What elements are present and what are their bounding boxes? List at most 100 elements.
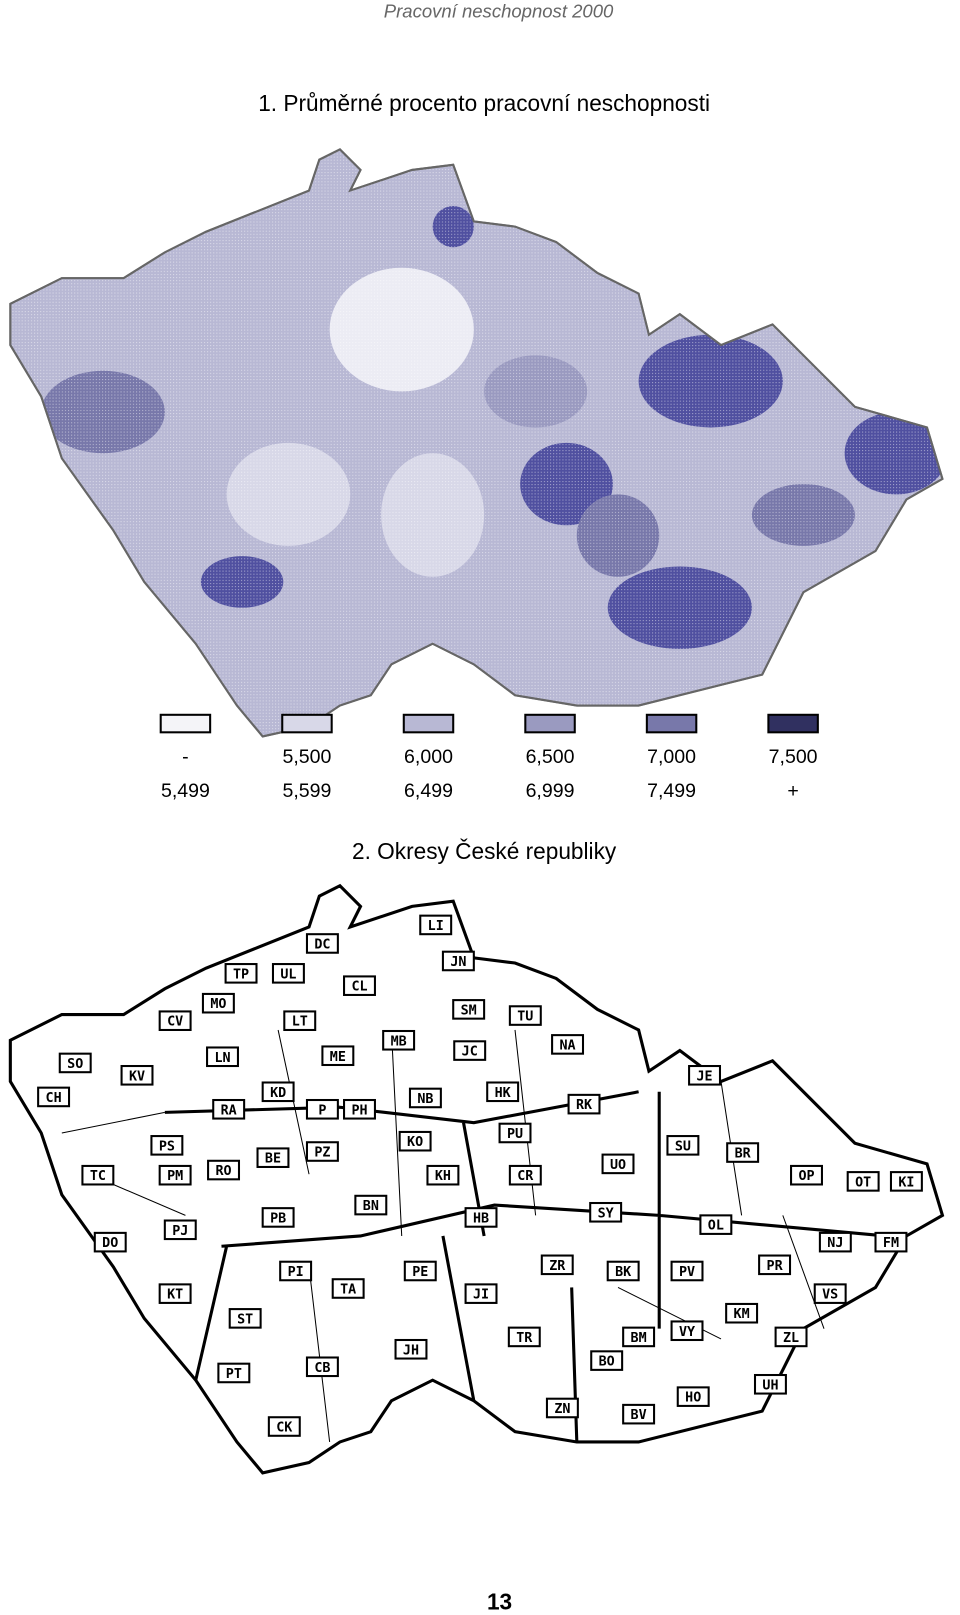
district-box xyxy=(676,1386,710,1407)
legend-from: 7,500 xyxy=(769,746,818,768)
district-box xyxy=(120,1064,154,1086)
district-code: PZ xyxy=(314,1146,330,1161)
district-code: VY xyxy=(679,1325,695,1340)
district-box xyxy=(354,1194,388,1216)
legend-swatch xyxy=(159,713,212,734)
district-box xyxy=(464,1283,498,1304)
district-box xyxy=(206,1046,239,1068)
legend-swatch xyxy=(281,713,333,734)
district-box xyxy=(726,1142,760,1163)
district-box xyxy=(305,1141,339,1162)
district-box xyxy=(93,1231,127,1253)
district-code: KT xyxy=(167,1288,183,1303)
page-number: 13 xyxy=(487,1589,512,1615)
district-code: JN xyxy=(450,955,466,970)
district-code: KD xyxy=(270,1086,286,1101)
district-code: ST xyxy=(237,1312,253,1327)
district-code: VS xyxy=(822,1288,838,1303)
district-code: TU xyxy=(517,1010,533,1025)
district-code: UO xyxy=(610,1158,626,1173)
legend-from: 6,000 xyxy=(404,746,453,768)
district-box xyxy=(217,1362,251,1384)
district-box xyxy=(601,1153,635,1175)
legend-to: 6,999 xyxy=(526,780,575,802)
district-code: BV xyxy=(631,1408,647,1423)
district-box xyxy=(551,1034,585,1055)
district-code: LN xyxy=(214,1051,230,1066)
district-code: BO xyxy=(599,1355,615,1370)
district-code: LT xyxy=(292,1015,308,1030)
district-box xyxy=(271,963,305,984)
district-code: KI xyxy=(898,1175,914,1190)
district-code: KV xyxy=(129,1069,145,1084)
district-box xyxy=(331,1278,365,1299)
district-code: ZR xyxy=(549,1259,566,1274)
district-code: BK xyxy=(615,1265,631,1280)
district-code: HB xyxy=(473,1211,489,1226)
district-box xyxy=(540,1254,574,1276)
district-box xyxy=(670,1320,704,1342)
district-box xyxy=(590,1350,624,1371)
district-box xyxy=(874,1231,908,1253)
district-code: ME xyxy=(330,1050,346,1065)
district-box xyxy=(699,1214,733,1235)
district-code: JH xyxy=(403,1343,419,1358)
district-code: SU xyxy=(675,1139,691,1154)
legend-swatch xyxy=(402,713,455,734)
district-map xyxy=(8,884,945,1475)
district-code: HK xyxy=(495,1086,511,1101)
district-code: LI xyxy=(428,919,444,934)
district-box xyxy=(343,1098,376,1120)
district-code: MB xyxy=(391,1034,407,1049)
district-box xyxy=(58,1052,92,1074)
district-box xyxy=(419,914,453,936)
district-code: ZN xyxy=(554,1402,570,1417)
district-code: ZL xyxy=(783,1331,799,1346)
district-box xyxy=(790,1164,823,1186)
district-code: DO xyxy=(102,1236,118,1251)
district-code: KM xyxy=(734,1307,750,1322)
district-box xyxy=(207,1159,241,1181)
district-code: BR xyxy=(735,1147,752,1162)
district-box xyxy=(622,1403,656,1425)
district-box xyxy=(453,1040,487,1061)
district-code: OL xyxy=(708,1219,724,1234)
legend-to: 5,599 xyxy=(283,780,332,802)
district-labels: LI JN DC TP UL CL MO CV LT SM TU NA SO KV MB ME JC LN CH KD… xyxy=(37,914,923,1437)
legend-swatch xyxy=(524,713,576,734)
district-box xyxy=(394,1338,428,1360)
district-code: BM xyxy=(631,1331,647,1346)
district-box xyxy=(545,1397,579,1419)
district-box xyxy=(212,1098,246,1120)
district-box xyxy=(321,1045,355,1067)
district-code: HO xyxy=(685,1391,701,1406)
district-code: TP xyxy=(233,967,249,982)
district-box xyxy=(37,1086,71,1108)
district-box xyxy=(224,963,258,984)
district-code: BN xyxy=(363,1199,379,1214)
district-code: CK xyxy=(276,1421,292,1436)
choropleth-map xyxy=(9,148,944,738)
legend-from: 6,500 xyxy=(526,746,575,768)
district-box xyxy=(813,1283,847,1304)
district-box xyxy=(158,1283,192,1304)
district-box xyxy=(753,1373,787,1395)
district-box xyxy=(758,1254,792,1276)
district-code: FM xyxy=(883,1236,899,1251)
district-code: TC xyxy=(90,1169,106,1184)
district-code: P xyxy=(318,1103,326,1118)
district-box xyxy=(305,933,339,954)
district-box xyxy=(818,1231,852,1253)
district-code: UL xyxy=(280,967,296,982)
district-code: CV xyxy=(167,1015,183,1030)
district-code: SM xyxy=(461,1003,477,1018)
district-code: PJ xyxy=(172,1224,188,1239)
district-code: KO xyxy=(407,1135,423,1150)
district-box xyxy=(507,1326,541,1348)
district-code: CH xyxy=(46,1091,62,1106)
district-code: PT xyxy=(226,1367,242,1382)
district-code: PR xyxy=(767,1259,784,1274)
district-box xyxy=(622,1326,656,1348)
district-box xyxy=(279,1260,313,1282)
